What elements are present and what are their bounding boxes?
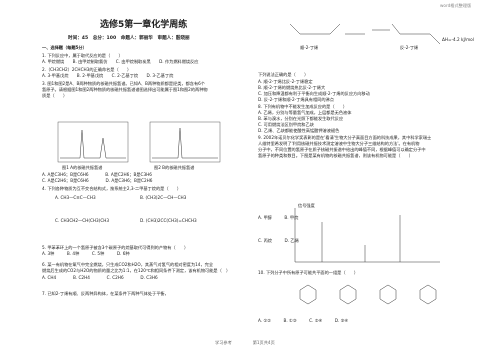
question-text: 5. 甲苯苯环上的一个氢原子被含3个碳原子的烷基取代可得到的产物有（ ） — [42, 245, 189, 250]
question-text: 1. 下列反应中，属于取代反应的是（ ） — [42, 53, 123, 58]
question-text: A. 3种 B. 4种 C. 5种 D. 6种 — [42, 251, 130, 256]
option: B. (CH3)2C—CH—CH3 — [140, 195, 187, 200]
question-text: A. 甲烷燃烧 B. 由甲烷制取氯仿 C. 由甲烷制取炭黑 D. 作为燃料燃烧反… — [42, 59, 199, 64]
question-text: A. A是C3H6；B是C6H6 B. A是C2H6；B是C3H6 — [42, 172, 152, 177]
footer: 学习参考 第1页共4页 — [215, 340, 275, 345]
question-text: C. 可用燃烧法区别甲烷和乙炔 — [258, 122, 314, 127]
question-text: 4. 下列各种物质为互不交合结构式，按系统主2,3-二甲基丁烷的是（ ） — [42, 186, 182, 191]
question-text: 氢原子。请根据图1和图2两种物质的核磁共振氢谱谱图选择出可能属于图1和图2的两种… — [42, 87, 208, 92]
question-text: C. 丙烷 D. 乙烯 — [258, 238, 299, 243]
question-text: 3. 图1和图2是A、B两种物质的核磁共振氢谱。已知A、B两种物质都是烃类，都含… — [42, 81, 205, 86]
fig-caption: 图2 B的核磁共振氢谱 — [154, 165, 195, 170]
question-text: A. ①② B. ①③ C. ②④ D. ③④ — [258, 318, 349, 323]
question-text: D. 反-2-丁烯和顺-2-丁烯具有相同的沸点 — [258, 97, 334, 102]
question-text: 7. 已知2-丁烯有顺、反两种异构体，在某条件下两种气体处于平衡， — [42, 291, 169, 296]
question-text: 6. 某一有机物在氧气中完全燃烧，只生成CO2和H2O，其蒸气对氢气的相对密度为… — [42, 262, 214, 267]
fig-caption: 顺-2-丁烯 — [300, 45, 319, 50]
question-text: 燃烧后生成的CO2与H2O的物质的量之比为1:1，在120℃和相同条件下测定，该… — [42, 268, 231, 273]
option: D. (CH3)2CC(CH3)=CHCH3 — [140, 218, 197, 223]
question-text: 分子中，不同位置的氢原子在质子核磁共振谱中给出的峰值不同，根据峰值可以确定分子中 — [258, 147, 426, 152]
question-text: B. 顺-2-丁烯的燃烧热比反-2-丁烯大 — [258, 85, 326, 90]
question-text: A. 顺-2-丁烯比反-2-丁烯稳定 — [258, 79, 313, 84]
question-text: A. CH4 B. C2H4 C. C2H6 D. C3H6 — [42, 275, 158, 280]
enthalpy: ΔH=-4.2 kJ/mol — [442, 37, 474, 42]
question-text: D. 乙烯、乙炔都能使酸性高锰酸钾溶液褪色 — [258, 128, 340, 133]
section: 一、选择题（每题5分） — [42, 45, 87, 50]
option: C. CH3CH2—CH(CH3)CH3 — [55, 218, 110, 223]
question-text: A. 3-甲基戊烷 B. 2-甲基戊烷 C. 2-乙基丁烷 D. 3-乙基丁烷 — [42, 73, 174, 78]
question-text: C. A是C2H6；B是C6H6 D. A是C3H6；B是C2H6 — [42, 178, 153, 183]
fig-caption: 图1 A的核磁共振氢谱 — [62, 165, 103, 170]
axis-label: 信号强度 — [298, 203, 315, 208]
meta: 时间：45 总分：100 命题人：郭丽华 审题人：殷晓丽 — [68, 36, 190, 41]
question-text: 下列说法正确的是（ ） — [258, 72, 309, 77]
title: 选修5第一章化学周练 — [100, 20, 188, 30]
question-text: A. 乙烯，分别与等量氢气加成，上层都是无色液体 — [258, 110, 352, 115]
question-text: B. 苯与溴水，分别在光照下都能发生取代反应 — [258, 116, 344, 121]
question-text: 9. 2002年诺贝尔化学奖表彰的是在'看清'生物大分子真面目方面的科技成果，其… — [258, 135, 432, 140]
question-text: 人维特里希发明了'利用核磁共振技术测定溶液中生物大分子三维结构的方法'。在有机物 — [258, 141, 420, 146]
question-text: 8. 下列有机物中不能发生加成反应的是（ ） — [258, 104, 348, 109]
tag: word格式整理版 — [440, 3, 472, 8]
question-text: 质是（ ） — [42, 93, 68, 98]
question-text: 2.（CH3CH2）2CHCH3的正确命名是（ ） — [42, 67, 132, 72]
question-text: C. 加压和降温都有利于平衡向生成顺-2-丁烯的反应方向移动 — [258, 91, 370, 96]
option: A. CH3—C≡C—CH3 — [55, 195, 96, 200]
question-text: 氢原子的种类和数目。下图是某有机物的核磁共振氢谱，则该有机物可能是（ ） — [258, 153, 413, 158]
fig-caption: 反-2-丁烯 — [400, 45, 419, 50]
question-text: A. 甲醇 B. 甲烷 — [258, 215, 299, 220]
question-text: 10. 下列分子中所有原子可能共平面的一组是（ ） — [258, 270, 359, 275]
